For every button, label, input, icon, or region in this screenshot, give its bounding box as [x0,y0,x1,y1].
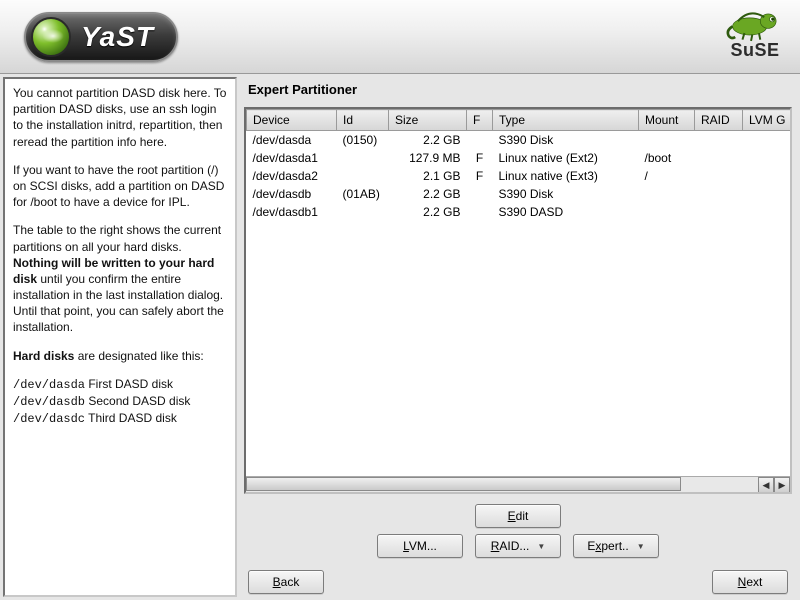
yast-ball-icon [31,17,71,57]
yast-window: YaST SuSE You cannot partition DASD disk… [0,0,800,600]
table-row[interactable]: /dev/dasdb12.2 GBS390 DASD [247,203,793,221]
table-row[interactable]: /dev/dasda22.1 GBFLinux native (Ext3)/ [247,167,793,185]
table-header-row: Device Id Size F Type Mount RAID LVM G [247,110,793,131]
edit-button[interactable]: Edit [475,504,561,528]
page-title: Expert Partitioner [248,82,792,97]
help-p3: The table to the right shows the current… [13,222,227,335]
suse-branding: SuSE [722,4,788,61]
partition-table[interactable]: Device Id Size F Type Mount RAID LVM G /… [246,109,792,221]
table-row[interactable]: /dev/dasda1127.9 MBFLinux native (Ext2)/… [247,149,793,167]
header-bar: YaST SuSE [0,0,800,74]
nav-row: Back Next [244,564,792,594]
hscroll-left-icon[interactable]: ◀ [758,477,774,493]
horizontal-scrollbar[interactable]: ◀ ▶ [246,476,790,492]
table-row[interactable]: /dev/dasdb(01AB)2.2 GBS390 Disk [247,185,793,203]
partition-table-container: Device Id Size F Type Mount RAID LVM G /… [244,107,792,494]
col-mount[interactable]: Mount [639,110,695,131]
col-size[interactable]: Size [389,110,467,131]
col-id[interactable]: Id [337,110,389,131]
back-button[interactable]: Back [248,570,324,594]
action-buttons-area: Edit LVM... RAID... Expert.. [244,494,792,594]
col-raid[interactable]: RAID [695,110,743,131]
hscroll-right-icon[interactable]: ▶ [774,477,790,493]
expert-button[interactable]: Expert.. [573,534,659,558]
col-device[interactable]: Device [247,110,337,131]
hscroll-track[interactable] [246,477,758,492]
yast-logo-pill: YaST [24,12,178,62]
help-p1: You cannot partition DASD disk here. To … [13,85,227,150]
chameleon-icon [722,4,788,44]
lvm-button[interactable]: LVM... [377,534,463,558]
col-f[interactable]: F [467,110,493,131]
help-panel[interactable]: You cannot partition DASD disk here. To … [3,77,237,597]
body-area: You cannot partition DASD disk here. To … [0,74,800,600]
col-type[interactable]: Type [493,110,639,131]
yast-title: YaST [81,21,154,53]
help-p4: Hard disks are designated like this: [13,348,227,364]
edit-row: Edit [244,504,792,528]
expert-row: LVM... RAID... Expert.. [244,534,792,558]
next-button[interactable]: Next [712,570,788,594]
main-panel: Expert Partitioner Device Id Size F [240,74,800,600]
suse-label: SuSE [722,40,788,61]
raid-button[interactable]: RAID... [475,534,561,558]
col-lvm[interactable]: LVM G [743,110,793,131]
table-row[interactable]: /dev/dasda(0150)2.2 GBS390 Disk [247,131,793,150]
help-p2: If you want to have the root partition (… [13,162,227,211]
help-p5: /dev/dasda First DASD disk /dev/dasdb Se… [13,376,227,428]
hscroll-thumb[interactable] [246,477,681,491]
